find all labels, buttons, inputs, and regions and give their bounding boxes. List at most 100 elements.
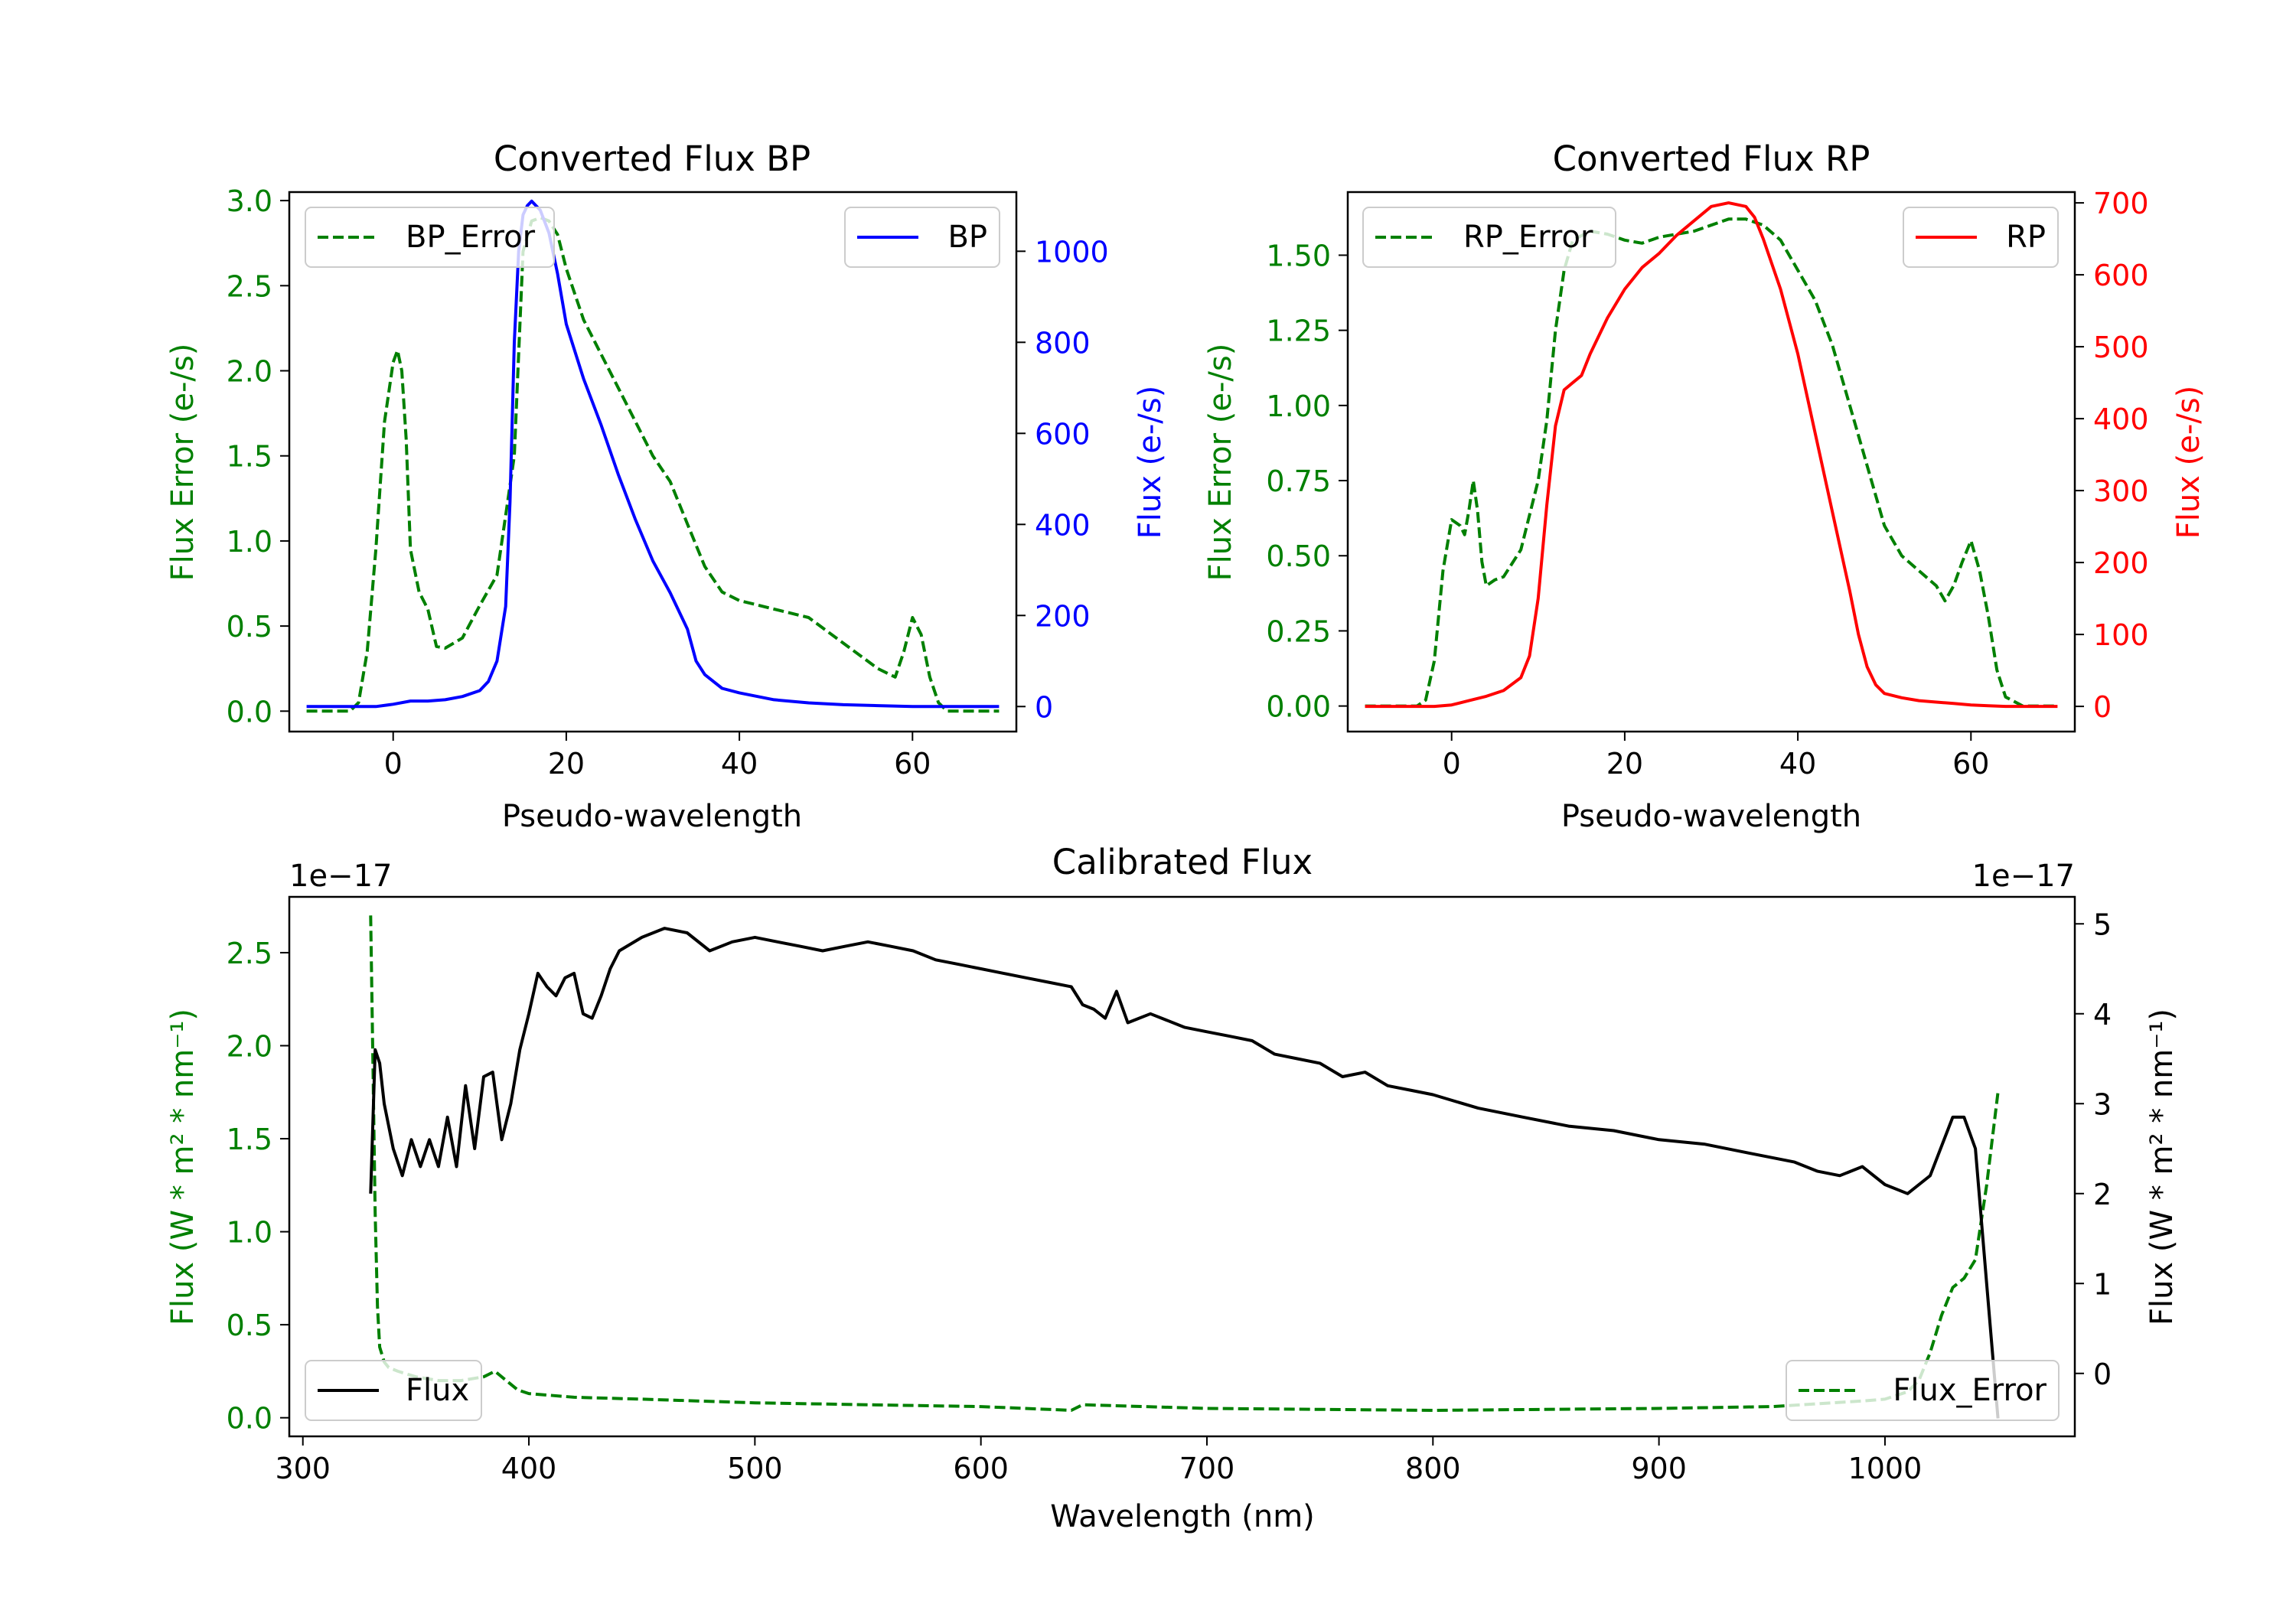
rp-error-legend-box [1362, 207, 1616, 268]
bp-x-tick-label: 0 [384, 747, 403, 781]
bp-error-legend-label: BP_Error [406, 220, 536, 255]
rp-right-y-tick-label: 400 [2093, 403, 2149, 436]
bp-right-y-tick-label: 0 [1035, 690, 1053, 724]
bp-left-y-tick-label: 0.0 [227, 695, 272, 729]
cal-x-tick-label: 1000 [1848, 1452, 1923, 1485]
cal-title: Calibrated Flux [1052, 842, 1313, 882]
rp-flux-legend-box [1903, 207, 2059, 268]
bp-x-axis-label: Pseudo-wavelength [502, 799, 802, 834]
rp-left-y-ticks: 0.00 0.25 0.50 0.75 1.00 1.25 1.50 [1266, 239, 1348, 724]
cal-x-tick-label: 900 [1631, 1452, 1687, 1485]
rp-left-y-tick-label: 1.50 [1266, 239, 1331, 272]
rp-right-y-tick-label: 200 [2093, 546, 2149, 580]
cal-right-y-tick-label: 1 [2093, 1267, 2112, 1301]
bp-right-y-tick-label: 800 [1035, 326, 1091, 360]
cal-left-y-tick-label: 2.0 [227, 1029, 272, 1063]
rp-series-rp-line [1365, 201, 2058, 709]
cal-left-y-tick-label: 0.0 [227, 1402, 272, 1436]
bp-flux-legend: BP [844, 207, 1000, 268]
bp-flux-legend-box [844, 207, 1000, 268]
bp-series-bp-line [306, 199, 1000, 709]
bp-x-ticks: 0 20 40 60 [384, 732, 931, 781]
cal-right-y-tick-label: 3 [2093, 1087, 2112, 1121]
rp-plot-area [1365, 201, 2058, 709]
bp-left-y-tick-label: 1.5 [227, 440, 272, 474]
bp-left-y-tick-label: 2.0 [227, 355, 272, 389]
bp-series-bp-error-line [306, 216, 1000, 713]
rp-right-y-tick-label: 0 [2093, 690, 2112, 724]
rp-error-legend-label: RP_Error [1463, 220, 1593, 255]
rp-series-rp-error-line [1365, 217, 2058, 708]
bp-right-y-tick-label: 600 [1035, 417, 1091, 451]
bp-right-y-ticks: 0 200 400 600 800 1000 [1016, 235, 1109, 724]
rp-right-y-tick-label: 300 [2093, 474, 2149, 508]
bp-left-y-ticks: 0.0 0.5 1.0 1.5 2.0 2.5 3.0 [227, 184, 289, 729]
bp-right-y-axis-label: Flux (e-/s) [1133, 386, 1168, 539]
cal-error-legend-label: Flux_Error [1893, 1373, 2047, 1408]
rp-left-y-tick-label: 0.75 [1266, 464, 1331, 498]
cal-series-flux-line [369, 927, 2000, 1419]
cal-series-flux-error-line [369, 915, 2000, 1412]
bp-left-y-tick-label: 1.0 [227, 525, 272, 559]
cal-error-legend: Flux_Error [1786, 1360, 2060, 1421]
calibrated-chart: Calibrated Flux 1e−17 1e−17 300 400 500 600… [165, 842, 2180, 1534]
cal-x-axis-label: Wavelength (nm) [1050, 1499, 1315, 1534]
rp-x-axis-label: Pseudo-wavelength [1561, 799, 1861, 834]
rp-left-y-axis-label: Flux Error (e-/s) [1203, 344, 1238, 582]
rp-right-y-tick-label: 600 [2093, 259, 2149, 292]
rp-x-tick-label: 20 [1606, 747, 1643, 781]
cal-left-y-tick-label: 1.0 [227, 1216, 272, 1250]
rp-right-y-tick-label: 100 [2093, 618, 2149, 652]
rp-axes-frame [1346, 191, 2076, 733]
cal-left-offset-text: 1e−17 [289, 859, 392, 894]
bp-left-y-tick-label: 3.0 [227, 184, 272, 218]
cal-flux-legend: Flux [305, 1360, 482, 1421]
rp-left-y-tick-label: 0.00 [1266, 690, 1331, 724]
bp-left-y-axis-label: Flux Error (e-/s) [165, 344, 201, 582]
cal-right-y-axis-label: Flux (W * m² * nm⁻¹) [2144, 1009, 2180, 1325]
bp-error-legend-box [305, 207, 555, 268]
rp-flux-legend: RP [1903, 207, 2059, 268]
cal-left-y-tick-label: 0.5 [227, 1309, 272, 1342]
bp-x-tick-label: 40 [721, 747, 758, 781]
cal-x-tick-label: 400 [501, 1452, 557, 1485]
rp-left-y-tick-label: 0.50 [1266, 539, 1331, 573]
bp-chart: Converted Flux BP 0 20 40 60 0.0 0.5 1.0 1.5 2.… [165, 139, 1168, 834]
rp-x-tick-label: 60 [1952, 747, 1989, 781]
cal-right-y-ticks: 0 1 2 3 4 5 [2075, 908, 2112, 1391]
rp-x-tick-label: 0 [1443, 747, 1461, 781]
rp-left-y-tick-label: 0.25 [1266, 614, 1331, 648]
rp-left-y-tick-label: 1.00 [1266, 390, 1331, 423]
cal-right-y-tick-label: 2 [2093, 1178, 2112, 1211]
bp-error-legend: BP_Error [305, 207, 555, 268]
cal-left-y-tick-label: 1.5 [227, 1123, 272, 1156]
cal-right-y-tick-label: 5 [2093, 908, 2112, 941]
cal-left-y-ticks: 0.0 0.5 1.0 1.5 2.0 2.5 [227, 937, 289, 1436]
cal-right-y-tick-label: 0 [2093, 1358, 2112, 1391]
cal-plot-area [369, 915, 2000, 1419]
bp-x-tick-label: 60 [894, 747, 931, 781]
cal-x-tick-label: 600 [953, 1452, 1009, 1485]
bp-left-y-tick-label: 2.5 [227, 269, 272, 303]
rp-x-ticks: 0 20 40 60 [1443, 732, 1989, 781]
cal-x-tick-label: 700 [1179, 1452, 1235, 1485]
bp-right-y-tick-label: 400 [1035, 508, 1091, 542]
rp-x-tick-label: 40 [1779, 747, 1816, 781]
rp-title: Converted Flux RP [1553, 139, 1870, 179]
cal-right-offset-text: 1e−17 [1972, 859, 2075, 894]
bp-plot-area [306, 199, 1000, 713]
cal-axes-frame [288, 895, 2076, 1438]
rp-right-y-tick-label: 500 [2093, 331, 2149, 364]
cal-x-ticks: 300 400 500 600 700 800 900 1000 [275, 1436, 1922, 1485]
cal-left-y-tick-label: 2.5 [227, 937, 272, 970]
bp-flux-legend-label: BP [947, 220, 987, 255]
cal-error-legend-box [1786, 1360, 2060, 1421]
rp-right-y-ticks: 0 100 200 300 400 500 600 700 [2075, 187, 2149, 724]
rp-chart: Converted Flux RP 0 20 40 60 0.00 0.25 0.50 0.… [1203, 139, 2206, 834]
cal-x-tick-label: 500 [727, 1452, 783, 1485]
bp-left-y-tick-label: 0.5 [227, 610, 272, 644]
bp-x-tick-label: 20 [548, 747, 585, 781]
bp-axes-frame [288, 191, 1018, 733]
bp-right-y-tick-label: 200 [1035, 599, 1091, 633]
